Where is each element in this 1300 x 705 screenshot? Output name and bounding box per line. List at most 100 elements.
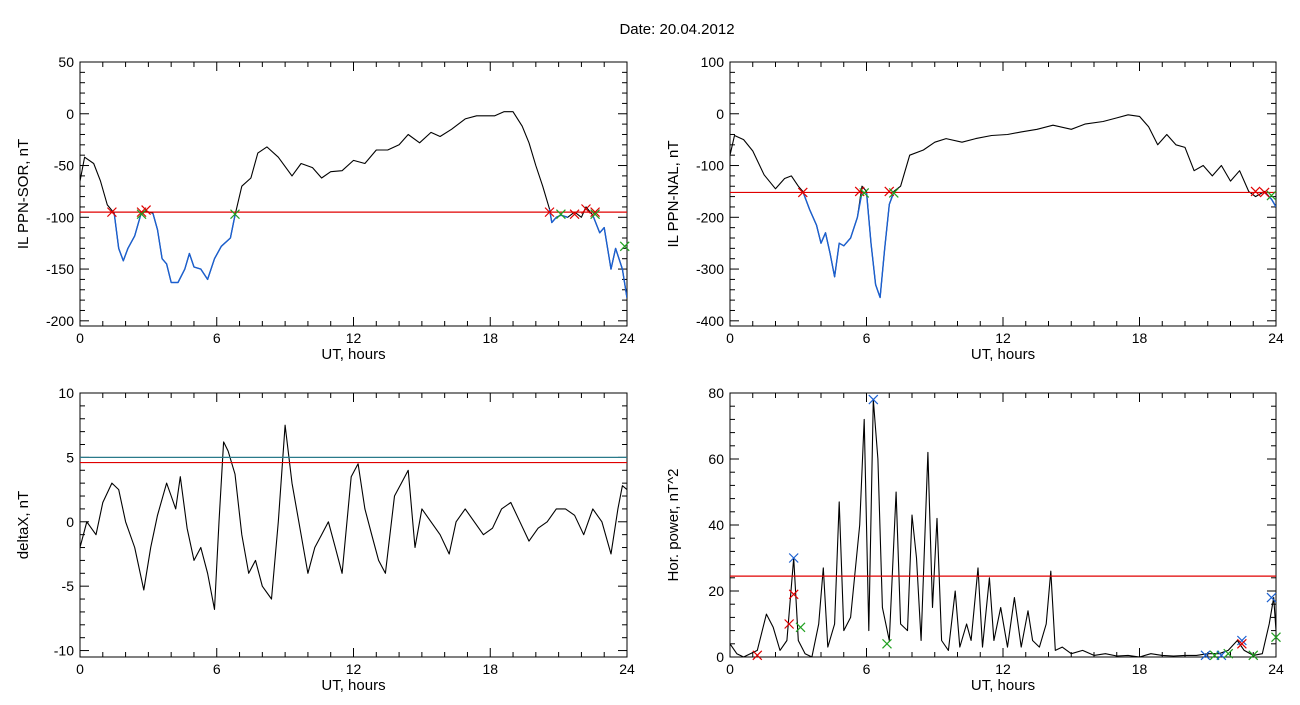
event-marker [1248, 650, 1259, 661]
y-tick-label: 20 [708, 583, 724, 599]
plot-frame [729, 392, 1277, 658]
y-tick-label: 10 [58, 385, 74, 401]
y-tick-label: 0 [716, 106, 724, 122]
y-tick-label: -400 [696, 313, 724, 329]
y-tick-label: 80 [708, 385, 724, 401]
event-marker [569, 209, 580, 220]
event-marker [555, 209, 566, 220]
x-tick-label: 6 [863, 330, 871, 346]
event-marker [859, 188, 870, 198]
event-marker [590, 209, 601, 220]
event-marker [1223, 648, 1234, 659]
panel-hor-power: 0 6 12 18 24 80 60 40 20 0 UT, hours Hor. power, nT… [665, 385, 1284, 694]
panel-il-ppn-nal: 0 6 12 18 24 100 0 -100 -200 -300 -400 UT, hours IL … [665, 54, 1284, 363]
event-marker [1216, 650, 1227, 661]
plot-frame [729, 61, 1277, 327]
event-marker [788, 589, 799, 600]
event-marker [581, 204, 591, 214]
y-tick-label: 40 [708, 517, 724, 533]
y-tick-label: 100 [701, 54, 725, 70]
event-marker [1250, 186, 1261, 197]
x-tick-label: 12 [346, 330, 362, 346]
x-tick-label: 18 [1132, 330, 1148, 346]
y-tick-label: 60 [708, 451, 724, 467]
y-tick-label: 0 [66, 514, 74, 530]
y-tick-label: -200 [46, 313, 74, 329]
plot-area [730, 399, 1276, 657]
event-marker [230, 209, 240, 220]
plot-frame [79, 392, 628, 658]
x-tick-label: 12 [995, 330, 1011, 346]
series-line-highlight [802, 191, 863, 278]
x-tick-label: 24 [1268, 330, 1284, 346]
x-axis-label: UT, hours [971, 677, 1035, 694]
panel-deltax: 0 6 12 18 24 10 5 0 -5 -10 UT, hours deltaX, nT [15, 385, 635, 694]
event-marker [795, 622, 806, 633]
y-tick-label: 5 [66, 449, 74, 465]
event-marker [136, 209, 147, 220]
panel-il-ppn-sor: 0 6 12 18 24 50 0 -50 -100 -150 -200 UT, hours IL PP… [15, 54, 635, 363]
y-tick-label: 0 [716, 649, 724, 665]
x-tick-label: 24 [619, 661, 635, 677]
event-marker [784, 619, 795, 629]
x-axis-label: UT, hours [321, 677, 385, 694]
series-line-highlight [152, 213, 236, 284]
y-tick-label: -100 [46, 209, 74, 225]
y-axis-label: IL PPN-SOR, nT [15, 139, 32, 249]
event-marker [544, 207, 555, 218]
y-axis-label: Hor. power, nT^2 [665, 469, 682, 582]
event-marker [1236, 635, 1247, 646]
plot-area [80, 424, 627, 610]
y-axis-label: deltaX, nT [15, 491, 32, 559]
x-tick-label: 24 [619, 330, 635, 346]
figure-title: Date: 20.04.2012 [619, 21, 734, 38]
x-tick-label: 18 [482, 661, 498, 677]
x-tick-label: 0 [76, 330, 84, 346]
y-axis-label: IL PPN-NAL, nT [665, 141, 682, 248]
x-tick-label: 18 [1132, 661, 1148, 677]
x-tick-label: 0 [726, 661, 734, 677]
x-tick-label: 12 [995, 661, 1011, 677]
y-tick-label: 50 [58, 54, 74, 70]
plot-area [80, 111, 627, 299]
series-line [80, 111, 627, 299]
event-marker [1236, 638, 1247, 649]
x-axis-label: UT, hours [971, 346, 1035, 363]
x-tick-label: 12 [346, 661, 362, 677]
series-line [730, 399, 1276, 657]
y-tick-label: -300 [696, 261, 724, 277]
y-tick-label: 0 [66, 106, 74, 122]
event-marker [1200, 650, 1211, 661]
y-tick-label: -150 [46, 261, 74, 277]
y-tick-label: -100 [696, 158, 724, 174]
event-marker [1266, 592, 1277, 603]
event-marker [797, 187, 808, 198]
event-marker [590, 207, 601, 218]
event-marker [752, 650, 763, 661]
event-marker [106, 207, 117, 218]
event-marker [1259, 187, 1270, 198]
x-tick-label: 0 [76, 661, 84, 677]
event-marker [1271, 632, 1281, 643]
x-axis-label: UT, hours [321, 346, 385, 363]
y-tick-label: -200 [696, 209, 724, 225]
x-tick-label: 24 [1268, 661, 1284, 677]
y-tick-label: -50 [54, 158, 74, 174]
x-tick-label: 6 [863, 661, 871, 677]
x-tick-label: 6 [213, 330, 221, 346]
x-tick-label: 18 [482, 330, 498, 346]
plot-area [730, 114, 1276, 299]
x-tick-label: 6 [213, 661, 221, 677]
series-line [730, 114, 1276, 299]
series-line-highlight [592, 214, 627, 299]
series-line-highlight [113, 211, 143, 262]
series-line [80, 424, 627, 610]
event-marker [619, 241, 630, 252]
event-marker [888, 188, 899, 198]
x-tick-label: 0 [726, 330, 734, 346]
event-marker [882, 638, 892, 649]
y-tick-label: -10 [54, 643, 74, 659]
event-marker [1266, 190, 1277, 201]
